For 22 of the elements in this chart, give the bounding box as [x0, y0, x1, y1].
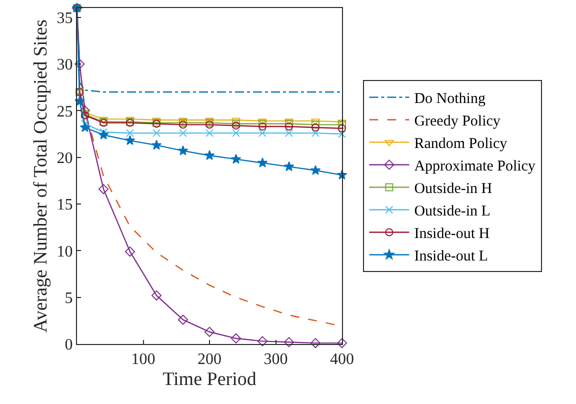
y-tick-label: 0: [64, 336, 73, 354]
x-axis-title: Time Period: [162, 369, 257, 390]
legend-label: Outside-in H: [414, 181, 492, 198]
y-tick-label: 10: [56, 243, 73, 260]
legend-label: Do Nothing: [414, 91, 486, 108]
y-tick-label: 30: [56, 56, 73, 74]
legend-label: Outside-in L: [414, 204, 490, 220]
legend-label: Greedy Policy: [414, 114, 501, 130]
y-axis-title: Average Number of Total Occupied Sites: [30, 20, 52, 332]
y-tick-label: 25: [56, 103, 73, 120]
legend-label: Approximate Policy: [414, 158, 536, 175]
y-tick-label: 35: [56, 10, 73, 27]
legend-label: Random Policy: [414, 136, 508, 152]
x-tick-label: 100: [131, 351, 156, 368]
y-tick-label: 15: [56, 196, 73, 214]
x-tick-label: 300: [264, 351, 288, 368]
legend-label: Inside-out L: [414, 248, 488, 265]
legend-label: Inside-out H: [414, 226, 490, 242]
x-tick-label: 200: [198, 351, 222, 368]
y-tick-label: 5: [64, 290, 73, 307]
y-tick-label: 20: [56, 150, 73, 167]
x-tick-label: 400: [330, 351, 354, 368]
